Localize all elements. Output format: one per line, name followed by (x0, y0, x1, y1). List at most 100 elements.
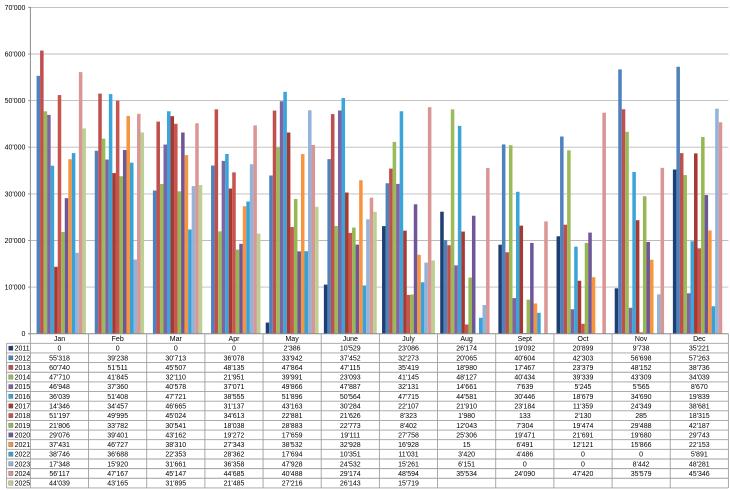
svg-text:44'685: 44'685 (224, 471, 245, 478)
svg-text:Feb: Feb (112, 336, 124, 343)
svg-text:3'420: 3'420 (458, 452, 475, 459)
svg-text:44'039: 44'039 (49, 481, 70, 488)
svg-text:19'839: 19'839 (689, 394, 710, 401)
svg-text:49'866: 49'866 (282, 384, 303, 391)
svg-text:20'000: 20'000 (5, 238, 26, 245)
svg-text:39'238: 39'238 (107, 355, 128, 362)
svg-text:43'309: 43'309 (631, 375, 652, 382)
svg-text:19'474: 19'474 (573, 423, 594, 430)
svg-text:46'727: 46'727 (107, 442, 128, 449)
svg-text:36'358: 36'358 (224, 461, 245, 468)
svg-text:0: 0 (174, 346, 178, 353)
svg-text:0: 0 (116, 346, 120, 353)
svg-text:34'457: 34'457 (107, 404, 128, 411)
svg-text:22'773: 22'773 (340, 423, 361, 430)
svg-text:30'000: 30'000 (5, 191, 26, 198)
svg-text:15'866: 15'866 (631, 442, 652, 449)
svg-text:47'928: 47'928 (282, 461, 303, 468)
svg-text:24'532: 24'532 (340, 461, 361, 468)
svg-text:49'995: 49'995 (107, 413, 128, 420)
svg-text:2012: 2012 (15, 355, 31, 362)
svg-text:31'137: 31'137 (224, 404, 245, 411)
svg-text:60'740: 60'740 (49, 365, 70, 372)
svg-text:21'951: 21'951 (224, 375, 245, 382)
svg-text:45'507: 45'507 (165, 365, 186, 372)
svg-text:18'980: 18'980 (456, 365, 477, 372)
svg-text:35'534: 35'534 (456, 471, 477, 478)
svg-text:0: 0 (581, 461, 585, 468)
svg-text:5'891: 5'891 (691, 452, 708, 459)
svg-text:36'688: 36'688 (107, 452, 128, 459)
svg-text:47'864: 47'864 (282, 365, 303, 372)
svg-text:7'639: 7'639 (516, 384, 533, 391)
svg-text:50'564: 50'564 (340, 394, 361, 401)
svg-text:23'184: 23'184 (514, 404, 535, 411)
svg-text:32'273: 32'273 (398, 355, 419, 362)
svg-text:23'379: 23'379 (573, 365, 594, 372)
svg-text:18'038: 18'038 (224, 423, 245, 430)
svg-text:10'351: 10'351 (340, 452, 361, 459)
svg-text:26'174: 26'174 (456, 346, 477, 353)
svg-text:18'679: 18'679 (573, 394, 594, 401)
svg-text:30'713: 30'713 (165, 355, 186, 362)
svg-text:8'670: 8'670 (691, 384, 708, 391)
svg-text:47'420: 47'420 (573, 471, 594, 478)
svg-text:4'486: 4'486 (516, 452, 533, 459)
svg-text:0: 0 (58, 346, 62, 353)
svg-text:11'031: 11'031 (398, 452, 418, 459)
svg-text:2024: 2024 (15, 471, 31, 478)
svg-text:25'306: 25'306 (456, 432, 477, 439)
svg-text:40'488: 40'488 (282, 471, 303, 478)
svg-text:19'680: 19'680 (631, 432, 652, 439)
svg-text:50'000: 50'000 (5, 98, 26, 105)
svg-text:10'529: 10'529 (340, 346, 361, 353)
svg-text:15: 15 (463, 442, 471, 449)
svg-text:2025: 2025 (15, 481, 31, 488)
svg-text:16'928: 16'928 (398, 442, 419, 449)
svg-text:55'318: 55'318 (49, 355, 70, 362)
svg-text:20'899: 20'899 (573, 346, 594, 353)
svg-text:47'721: 47'721 (165, 394, 186, 401)
svg-text:47'887: 47'887 (340, 384, 361, 391)
svg-text:21'910: 21'910 (456, 404, 477, 411)
svg-text:37'071: 37'071 (224, 384, 245, 391)
svg-text:43'165: 43'165 (107, 481, 128, 488)
svg-text:31'895: 31'895 (165, 481, 186, 488)
svg-text:47'115: 47'115 (340, 365, 360, 372)
svg-text:38'555: 38'555 (224, 394, 245, 401)
svg-text:27'216: 27'216 (282, 481, 303, 488)
svg-text:0: 0 (581, 452, 585, 459)
svg-text:29'743: 29'743 (689, 432, 710, 439)
svg-text:9'738: 9'738 (633, 346, 650, 353)
svg-text:6'151: 6'151 (458, 461, 475, 468)
svg-text:22'353: 22'353 (165, 452, 186, 459)
svg-text:41'145: 41'145 (398, 375, 419, 382)
svg-text:45'024: 45'024 (165, 413, 186, 420)
svg-text:2023: 2023 (15, 461, 31, 468)
svg-text:22'153: 22'153 (689, 442, 710, 449)
svg-text:14'661: 14'661 (456, 384, 477, 391)
svg-text:38'736: 38'736 (689, 365, 710, 372)
svg-text:14'346: 14'346 (49, 404, 70, 411)
svg-text:40'578: 40'578 (165, 384, 186, 391)
svg-text:133: 133 (519, 413, 531, 420)
svg-text:33'942: 33'942 (282, 355, 303, 362)
svg-text:2013: 2013 (15, 365, 31, 372)
svg-text:20'065: 20'065 (456, 355, 477, 362)
svg-text:33'782: 33'782 (107, 423, 128, 430)
svg-text:Dec: Dec (693, 336, 706, 343)
svg-text:2'386: 2'386 (284, 346, 301, 353)
svg-text:51'511: 51'511 (108, 365, 128, 372)
svg-text:51'896: 51'896 (282, 394, 303, 401)
svg-text:2017: 2017 (15, 404, 31, 411)
svg-text:32'131: 32'131 (398, 384, 419, 391)
svg-text:32'928: 32'928 (340, 442, 361, 449)
svg-text:21'806: 21'806 (49, 423, 70, 430)
svg-text:0: 0 (639, 452, 643, 459)
svg-text:11'359: 11'359 (573, 404, 593, 411)
svg-text:35'419: 35'419 (398, 365, 419, 372)
svg-text:19'092: 19'092 (514, 346, 535, 353)
svg-text:36'039: 36'039 (49, 394, 70, 401)
svg-text:19'111: 19'111 (340, 432, 360, 439)
svg-text:8'442: 8'442 (633, 461, 650, 468)
